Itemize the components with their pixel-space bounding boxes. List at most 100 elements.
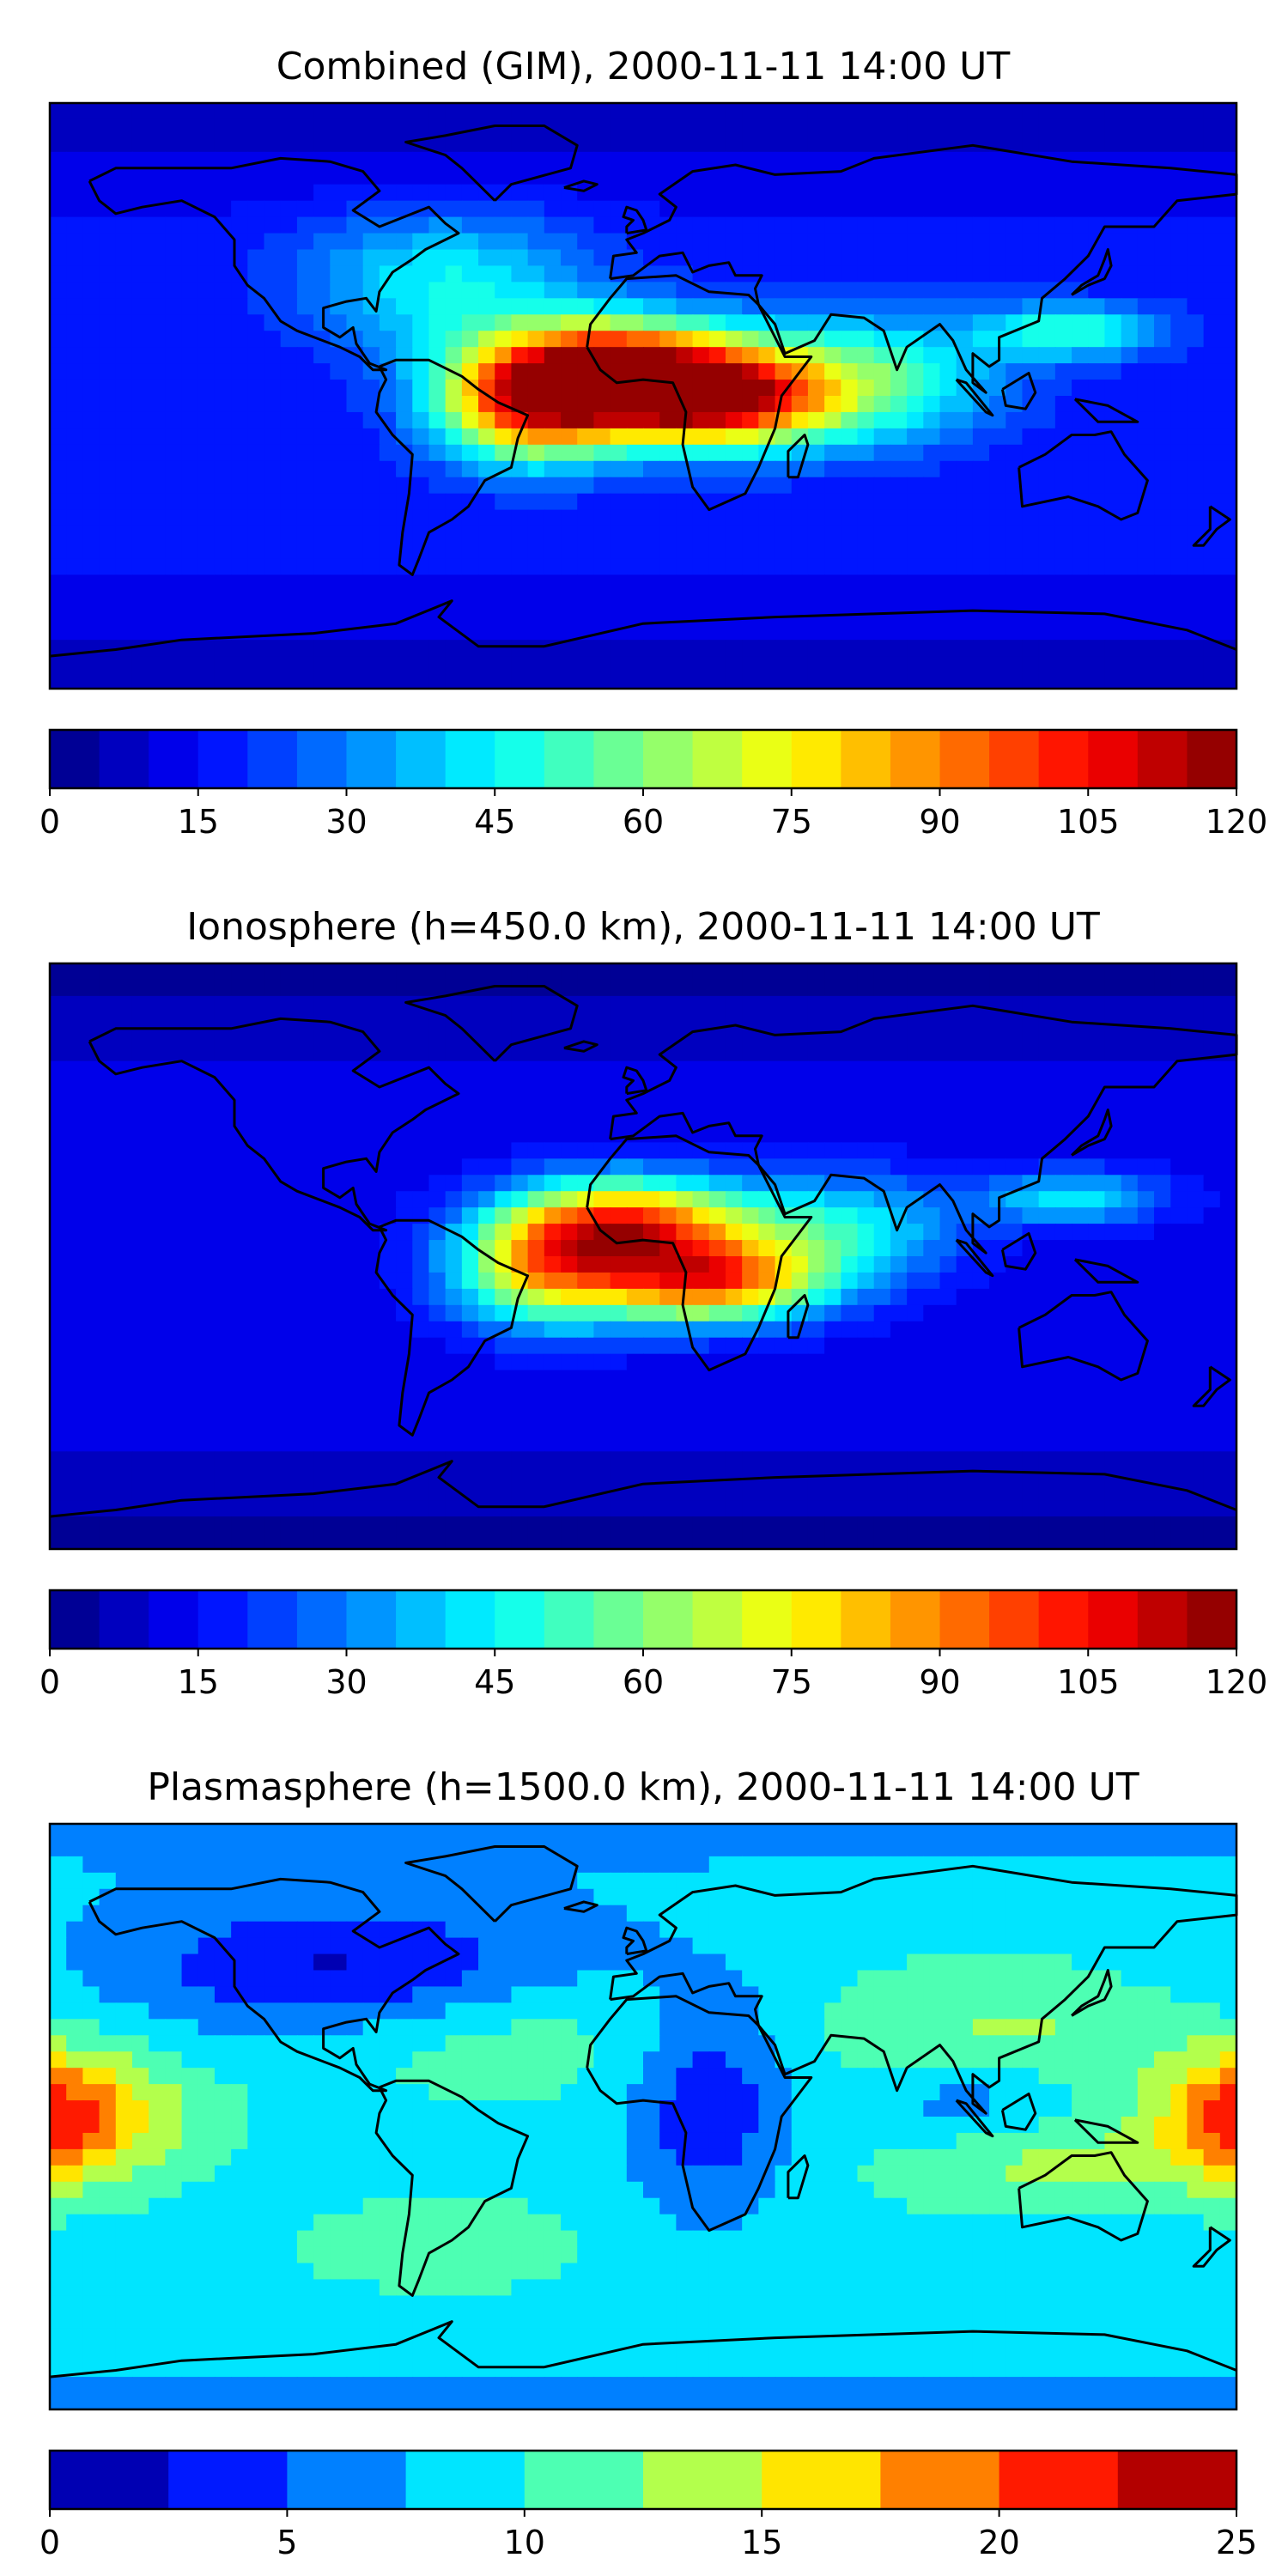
field-cell: [296, 672, 314, 689]
field-cell: [50, 1093, 67, 1111]
field-cell: [346, 623, 364, 641]
field-cell: [1137, 995, 1155, 1013]
field-cell: [1038, 151, 1056, 169]
field-cell: [1170, 995, 1188, 1013]
field-cell: [890, 1109, 908, 1127]
field-cell: [1005, 298, 1024, 316]
field-cell: [956, 428, 974, 446]
field-cell: [396, 623, 414, 641]
field-cell: [461, 640, 479, 657]
field-cell: [775, 1109, 793, 1127]
field-cell: [1170, 1044, 1188, 1062]
field-cell: [544, 963, 562, 981]
field-cell: [330, 265, 348, 283]
field-cell: [626, 331, 644, 348]
field-cell: [1219, 460, 1236, 478]
field-cell: [791, 1288, 809, 1306]
field-cell: [939, 1370, 957, 1388]
field-cell: [676, 1044, 694, 1062]
field-cell: [1187, 1060, 1205, 1078]
colorbar-tick-label: 0: [39, 803, 60, 841]
field-cell: [758, 331, 776, 348]
field-cell: [149, 1175, 167, 1193]
field-cell: [841, 282, 859, 300]
field-cell: [527, 1288, 545, 1306]
field-cell: [1005, 1337, 1024, 1355]
field-cell: [412, 1272, 430, 1290]
field-cell: [1005, 151, 1024, 169]
field-cell: [939, 265, 957, 283]
field-cell: [131, 1012, 149, 1030]
field-cell: [643, 1191, 660, 1208]
field-cell: [1121, 477, 1139, 495]
field-cell: [1038, 1435, 1056, 1453]
field-cell: [149, 151, 167, 169]
colorbar-swatch: [396, 730, 447, 788]
field-cell: [181, 184, 199, 202]
field-cell: [577, 411, 595, 429]
field-cell: [1203, 1353, 1221, 1371]
field-cell: [577, 558, 595, 576]
field-cell: [907, 1435, 925, 1453]
field-cell: [445, 1386, 463, 1404]
field-cell: [708, 249, 726, 267]
field-cell: [197, 1028, 216, 1046]
field-cell: [1072, 1402, 1090, 1420]
field-cell: [478, 1060, 496, 1078]
field-cell: [346, 1012, 364, 1030]
field-cell: [231, 118, 249, 137]
field-cell: [841, 1337, 859, 1355]
field-cell: [115, 542, 133, 560]
field-cell: [231, 216, 249, 234]
field-cell: [197, 1386, 216, 1404]
field-cell: [495, 1304, 513, 1322]
field-cell: [131, 591, 149, 609]
field-cell: [989, 249, 1007, 267]
field-cell: [280, 444, 298, 462]
field-cell: [396, 1012, 414, 1030]
field-cell: [972, 363, 990, 380]
field-cell: [445, 1207, 463, 1224]
field-cell: [939, 1353, 957, 1371]
field-cell: [379, 1207, 397, 1224]
field-cell: [197, 135, 216, 153]
field-cell: [593, 1304, 611, 1322]
field-cell: [1203, 656, 1221, 673]
field-cell: [66, 1321, 84, 1339]
field-cell: [873, 493, 891, 511]
field-cell: [1054, 542, 1072, 560]
field-cell: [396, 1386, 414, 1404]
field-cell: [659, 979, 677, 997]
field-cell: [1219, 363, 1236, 380]
field-cell: [379, 444, 397, 462]
field-cell: [708, 1288, 726, 1306]
field-cell: [1170, 298, 1188, 316]
field-cell: [692, 477, 710, 495]
field-cell: [1104, 995, 1122, 1013]
field-cell: [956, 672, 974, 689]
field-cell: [1088, 558, 1106, 576]
field-cell: [412, 1109, 430, 1127]
field-cell: [495, 640, 513, 657]
field-cell: [412, 623, 430, 641]
field-cell: [873, 1435, 891, 1453]
field-cell: [956, 979, 974, 997]
field-cell: [775, 1093, 793, 1111]
field-cell: [50, 558, 67, 576]
field-cell: [708, 167, 726, 185]
field-cell: [346, 591, 364, 609]
field-cell: [708, 1435, 726, 1453]
field-cell: [99, 526, 117, 544]
field-cell: [296, 216, 314, 234]
field-cell: [1104, 233, 1122, 251]
field-cell: [379, 526, 397, 544]
field-cell: [131, 151, 149, 169]
field-cell: [115, 118, 133, 137]
field-cell: [50, 1109, 67, 1127]
field-cell: [231, 1321, 249, 1339]
field-cell: [725, 103, 743, 120]
field-cell: [923, 1044, 941, 1062]
field-cell: [907, 444, 925, 462]
field-cell: [1203, 574, 1221, 592]
field-cell: [841, 249, 859, 267]
